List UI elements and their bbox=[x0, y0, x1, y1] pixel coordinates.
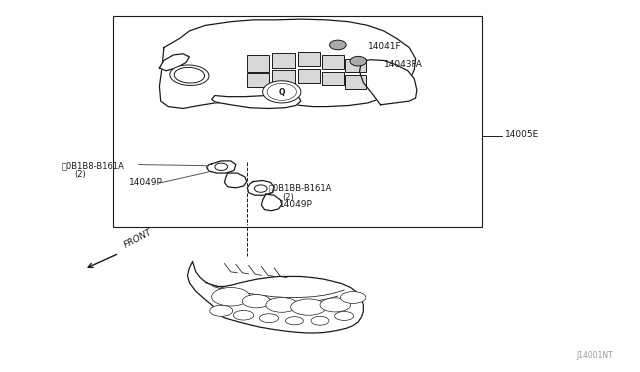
Ellipse shape bbox=[266, 298, 298, 312]
Text: 14041F: 14041F bbox=[368, 42, 401, 51]
Ellipse shape bbox=[243, 295, 270, 308]
Text: (2): (2) bbox=[75, 170, 86, 179]
Ellipse shape bbox=[285, 317, 303, 325]
Polygon shape bbox=[212, 94, 301, 109]
Circle shape bbox=[215, 163, 228, 170]
Text: FRONT: FRONT bbox=[122, 227, 154, 250]
Ellipse shape bbox=[335, 311, 354, 320]
Bar bbox=[298, 52, 320, 66]
Ellipse shape bbox=[259, 314, 278, 323]
Ellipse shape bbox=[212, 288, 250, 306]
Polygon shape bbox=[188, 262, 364, 333]
Ellipse shape bbox=[311, 316, 329, 325]
Circle shape bbox=[254, 185, 267, 192]
Ellipse shape bbox=[210, 305, 233, 316]
Polygon shape bbox=[247, 180, 274, 195]
Circle shape bbox=[330, 40, 346, 50]
Text: Ⓑ0B1B8-B161A: Ⓑ0B1B8-B161A bbox=[62, 161, 125, 170]
Bar bbox=[298, 68, 320, 83]
Ellipse shape bbox=[170, 65, 209, 86]
Bar bbox=[272, 53, 294, 68]
Polygon shape bbox=[360, 60, 417, 105]
Bar bbox=[346, 60, 366, 72]
Bar bbox=[322, 55, 344, 68]
Bar bbox=[322, 71, 344, 85]
Text: J14001NT: J14001NT bbox=[577, 351, 613, 360]
Circle shape bbox=[262, 81, 301, 103]
Text: 14049P: 14049P bbox=[129, 178, 163, 187]
Polygon shape bbox=[261, 194, 282, 211]
Ellipse shape bbox=[234, 310, 253, 320]
Bar bbox=[246, 73, 269, 87]
Ellipse shape bbox=[320, 298, 351, 312]
Polygon shape bbox=[207, 161, 236, 173]
Text: Q: Q bbox=[278, 88, 285, 97]
Circle shape bbox=[350, 57, 367, 66]
Text: Ⓑ0B1BB-B161A: Ⓑ0B1BB-B161A bbox=[269, 183, 332, 192]
Circle shape bbox=[267, 83, 296, 100]
Bar bbox=[272, 70, 294, 84]
Ellipse shape bbox=[340, 292, 366, 304]
Polygon shape bbox=[225, 173, 246, 188]
Text: 14043FA: 14043FA bbox=[384, 60, 422, 69]
Ellipse shape bbox=[174, 67, 205, 83]
Bar bbox=[246, 55, 269, 71]
Text: 14049P: 14049P bbox=[278, 200, 312, 209]
Bar bbox=[346, 75, 366, 89]
Polygon shape bbox=[159, 54, 189, 71]
Bar bbox=[113, 16, 483, 227]
Text: (2): (2) bbox=[282, 193, 294, 202]
Text: 14005E: 14005E bbox=[505, 130, 539, 139]
Ellipse shape bbox=[291, 299, 326, 315]
Polygon shape bbox=[159, 19, 415, 109]
